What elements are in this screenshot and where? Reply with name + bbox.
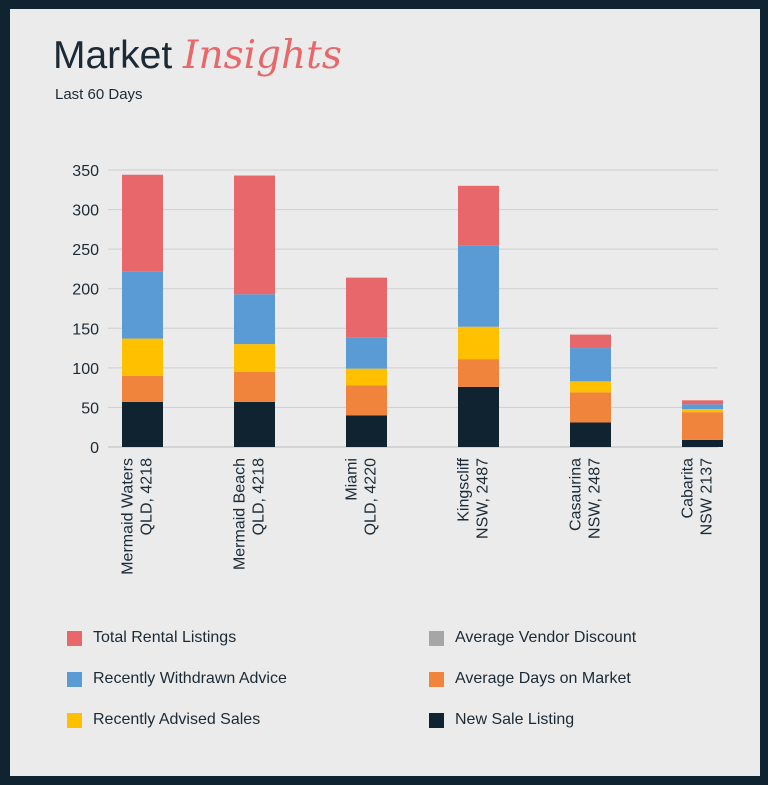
legend-label: Total Rental Listings (93, 629, 237, 646)
x-tick-label-line: NSW, 2487 (475, 458, 492, 539)
x-tick-label-line: Mermaid Waters (120, 458, 137, 575)
x-tick-label-line: Mermaid Beach (232, 458, 249, 570)
bar-segment (122, 174, 163, 272)
y-tick-label: 300 (72, 203, 99, 220)
legend-item: Average Vendor Discount (429, 629, 636, 647)
bar-segment (234, 371, 275, 402)
x-tick-label: Kingscliff NSW, 2487 (456, 457, 492, 538)
bar-segment (122, 375, 163, 402)
bar-segment (682, 412, 723, 440)
bar-segment (570, 392, 611, 423)
y-tick-label: 150 (72, 321, 99, 338)
y-tick-label: 0 (90, 440, 99, 457)
bar-segment (122, 271, 163, 339)
bar-segment (570, 348, 611, 382)
bar-segment (682, 439, 723, 447)
bar-segment (682, 404, 723, 410)
x-tick-label: Mermaid Beach QLD, 4218 (232, 458, 268, 570)
bar-segment (346, 337, 387, 369)
bar-segment (122, 338, 163, 376)
y-tick-label: 200 (72, 282, 99, 299)
bar-segment (346, 277, 387, 338)
x-tick-label-line: QLD, 4220 (363, 458, 380, 535)
x-tick-label-line: NSW, 2487 (587, 458, 604, 539)
legend-label: Recently Withdrawn Advice (93, 670, 287, 687)
legend-swatch (429, 712, 444, 728)
bar-segment (346, 415, 387, 447)
x-tick-label-line: Casaurina (568, 458, 585, 531)
y-tick-label: 350 (72, 163, 99, 180)
x-axis: Mermaid Waters QLD, 4218 Mermaid Beach QLD,… (120, 457, 716, 574)
legend-item: Average Days on Market (429, 670, 631, 688)
bar-segment (234, 175, 275, 295)
page-title: Market Insights (53, 32, 342, 80)
bar-segment (346, 385, 387, 416)
title-accent: Insights (183, 33, 342, 78)
y-tick-label: 50 (81, 400, 99, 417)
y-axis: 0 50 100 150 200 250 300 350 (72, 163, 99, 457)
legend-item: Total Rental Listings (67, 629, 236, 647)
bar-segment (234, 401, 275, 447)
bar-segment (458, 185, 499, 246)
chart-gridlines (108, 169, 718, 448)
x-tick-label-line: Kingscliff (456, 457, 473, 521)
bar-segment (458, 359, 499, 387)
legend-swatch (429, 671, 444, 687)
bar-segment (122, 401, 163, 447)
legend-item: Recently Advised Sales (67, 711, 260, 729)
bar-segment (570, 422, 611, 447)
legend-item: Recently Withdrawn Advice (67, 670, 287, 688)
bar-segment (682, 400, 723, 405)
bar-segment (458, 245, 499, 327)
legend-swatch (429, 630, 444, 646)
legend-label: Average Vendor Discount (455, 629, 637, 646)
x-tick-label: Cabarita NSW 2137 (680, 458, 716, 535)
legend-swatch (67, 671, 82, 687)
legend-label: New Sale Listing (455, 711, 575, 728)
page-subtitle: Last 60 Days (55, 86, 143, 103)
legend-label: Recently Advised Sales (93, 711, 261, 728)
bar-segment (346, 368, 387, 386)
bar-segment (458, 386, 499, 447)
x-tick-label-line: Miami (344, 458, 361, 501)
title-main: Market (53, 34, 173, 77)
x-tick-label-line: NSW 2137 (699, 458, 716, 535)
legend-swatch (67, 712, 82, 728)
x-tick-label: Miami QLD, 4220 (344, 458, 380, 535)
legend-item: New Sale Listing (429, 711, 574, 729)
bar-segment (570, 381, 611, 393)
y-tick-label: 100 (72, 361, 99, 378)
legend-label: Average Days on Market (455, 670, 631, 687)
bar-segment (234, 344, 275, 372)
x-tick-label: Casaurina NSW, 2487 (568, 458, 604, 539)
legend-swatch (67, 630, 82, 646)
bar-segment (458, 326, 499, 360)
y-tick-label: 250 (72, 242, 99, 259)
x-tick-label-line: QLD, 4218 (139, 458, 156, 535)
x-tick-label: Mermaid Waters QLD, 4218 (120, 458, 156, 575)
bar-segment (682, 409, 723, 413)
bar-segment (234, 294, 275, 345)
x-tick-label-line: Cabarita (680, 458, 697, 519)
x-tick-label-line: QLD, 4218 (251, 458, 268, 535)
bar-segment (570, 334, 611, 349)
chart-bars (122, 174, 723, 447)
